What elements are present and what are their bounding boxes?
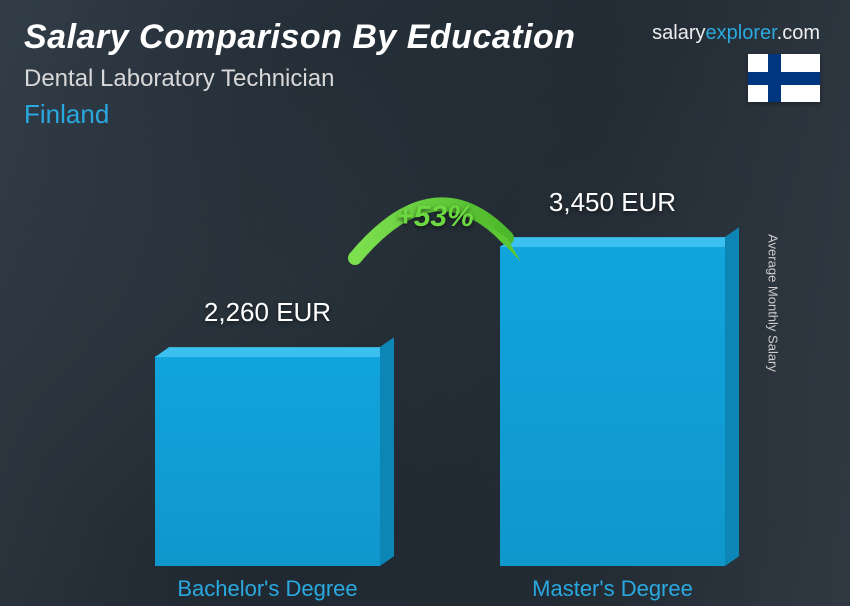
y-axis-label: Average Monthly Salary [766,234,781,372]
finland-flag-icon [748,54,820,102]
brand-logo-text: salaryexplorer.com [652,22,820,45]
bar-category-label: Bachelor's Degree [177,576,357,602]
page-subtitle: Dental Laboratory Technician [24,65,826,93]
brand-part-3: .com [777,22,820,44]
bar-value-label: 2,260 EUR [204,297,331,328]
growth-arc: +53% [335,176,535,291]
bar-top-face [155,347,394,357]
brand-part-2: explorer [706,22,777,44]
bar-value-label: 3,450 EUR [549,187,676,218]
bar-bachelors: 2,260 EUR Bachelor's Degree [155,356,380,566]
chart-area: +53% 2,260 EUR Bachelor's Degree 3,450 E… [0,166,850,606]
bar-body: 2,260 EUR Bachelor's Degree [155,356,380,566]
country-label: Finland [24,99,826,130]
bar-body: 3,450 EUR Master's Degree [500,246,725,566]
brand-part-1: salary [652,22,705,44]
bar-category-label: Master's Degree [532,576,693,602]
bar-top-face [500,237,739,247]
bar-masters: 3,450 EUR Master's Degree [500,246,725,566]
bar-side-face [725,227,739,566]
growth-percentage: +53% [396,200,474,234]
bar-side-face [380,337,394,566]
